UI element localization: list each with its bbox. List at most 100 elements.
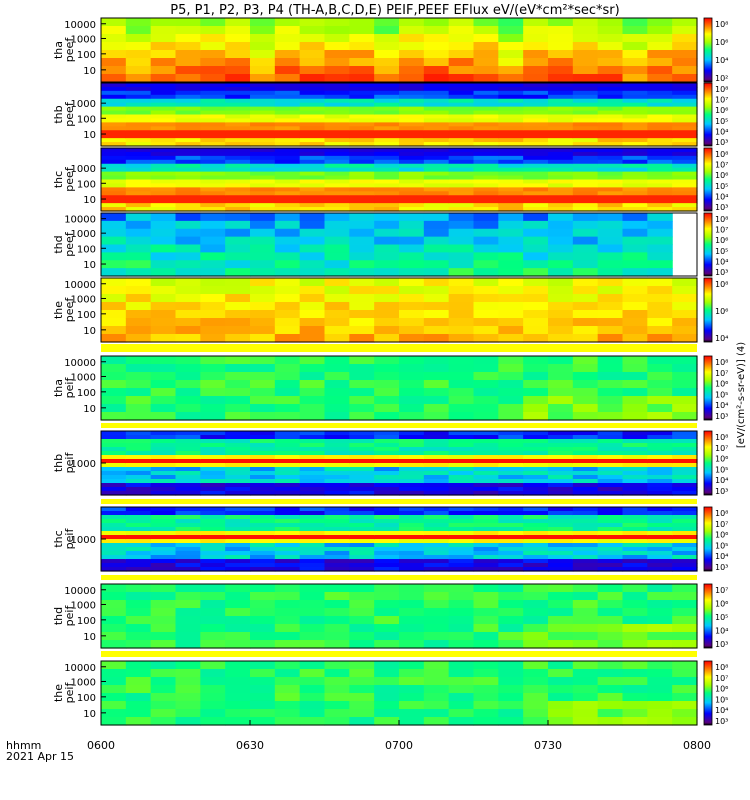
heatmap-cell (175, 661, 201, 670)
heatmap-cell (597, 114, 624, 120)
heatmap-cell (672, 167, 698, 173)
heatmap-cell (250, 467, 276, 472)
y-axis-tick-label: 1000 (71, 229, 96, 240)
heatmap-cell (448, 122, 475, 127)
heatmap-cell (473, 661, 499, 670)
heatmap-cell (274, 459, 301, 464)
heatmap-cell (150, 191, 177, 196)
heatmap-cell (200, 693, 226, 702)
heatmap-cell (349, 94, 375, 100)
heatmap-cell (101, 404, 127, 413)
heatmap-cell (225, 507, 251, 512)
heatmap-cell (423, 334, 450, 343)
heatmap-cell (622, 94, 648, 100)
heatmap-cell (423, 584, 450, 593)
heatmap-cell (250, 34, 276, 43)
heatmap-cell (324, 451, 350, 456)
heatmap-cell (250, 326, 276, 335)
heatmap-cell (597, 118, 624, 123)
heatmap-cell (274, 527, 301, 532)
heatmap-cell (572, 709, 599, 718)
heatmap-cell (572, 677, 599, 686)
heatmap-cell (473, 364, 499, 373)
heatmap-cell (597, 207, 624, 212)
heatmap-cell (572, 372, 599, 381)
heatmap-cell (672, 507, 698, 512)
heatmap-cell (374, 547, 400, 552)
heatmap-cell (622, 709, 648, 718)
heatmap-cell (399, 447, 425, 452)
heatmap-cell (150, 126, 177, 131)
heatmap-cell (647, 220, 673, 230)
colorbar-tick-label: 10² (715, 74, 728, 83)
heatmap-cell (299, 278, 326, 287)
heatmap-cell (349, 326, 375, 335)
heatmap-cell (498, 236, 524, 246)
heatmap-cell (672, 175, 698, 181)
heatmap-cell (423, 467, 450, 472)
heatmap-cell (225, 207, 251, 212)
heatmap-cell (299, 34, 326, 43)
heatmap-cell (274, 122, 301, 127)
heatmap-cell (448, 511, 475, 516)
heatmap-cell (175, 286, 201, 295)
heatmap-cell (125, 584, 152, 593)
heatmap-cell (250, 567, 276, 572)
colorbar (703, 277, 713, 343)
heatmap-cell (399, 459, 425, 464)
heatmap-cell (498, 110, 524, 116)
heatmap-cell (299, 669, 326, 678)
heatmap-cell (548, 451, 574, 456)
heatmap-cell (125, 42, 152, 51)
heatmap-cell (150, 195, 177, 200)
heatmap-cell (423, 58, 450, 67)
heatmap-cell (473, 302, 499, 311)
heatmap-cell (647, 431, 673, 436)
heatmap-cell (250, 717, 276, 726)
heatmap-cell (498, 183, 524, 188)
y-axis-label-probe: the (52, 301, 65, 319)
heatmap-cell (448, 380, 475, 389)
heatmap-cell (324, 171, 350, 177)
heatmap-cell (523, 175, 549, 181)
heatmap-cell (150, 207, 177, 212)
heatmap-cell (101, 66, 127, 75)
heatmap-cell (374, 693, 400, 702)
heatmap-cell (200, 640, 226, 649)
heatmap-cell (250, 187, 276, 192)
heatmap-cell (374, 717, 400, 726)
heatmap-cell (101, 632, 127, 641)
heatmap-cell (622, 467, 648, 472)
heatmap-cell (175, 559, 201, 564)
heatmap-cell (175, 110, 201, 116)
heatmap-cell (200, 86, 226, 92)
heatmap-cell (399, 507, 425, 512)
heatmap-cell (274, 252, 301, 261)
heatmap-cell (175, 126, 201, 131)
heatmap-cell (324, 471, 350, 476)
heatmap-cell (274, 443, 301, 448)
heatmap-cell (672, 412, 698, 421)
heatmap-cell (448, 431, 475, 436)
heatmap-cell (622, 435, 648, 440)
heatmap-cell (399, 138, 425, 143)
panel-frame (100, 277, 698, 343)
heatmap-cell (548, 717, 574, 726)
heatmap-cell (523, 527, 549, 532)
heatmap-cell (448, 114, 475, 120)
heatmap-cell (349, 142, 375, 147)
heatmap-cell (175, 543, 201, 548)
heatmap-cell (597, 487, 624, 492)
heatmap-cell (324, 118, 350, 123)
heatmap-cell (101, 439, 127, 444)
heatmap-cell (299, 110, 326, 116)
heatmap-cell (523, 547, 549, 552)
heatmap-cell (647, 34, 673, 43)
heatmap-cell (225, 90, 251, 96)
heatmap-cell (523, 171, 549, 177)
heatmap-cell (175, 551, 201, 556)
heatmap-cell (200, 584, 226, 593)
heatmap-cell (274, 50, 301, 59)
heatmap-cell (647, 632, 673, 641)
